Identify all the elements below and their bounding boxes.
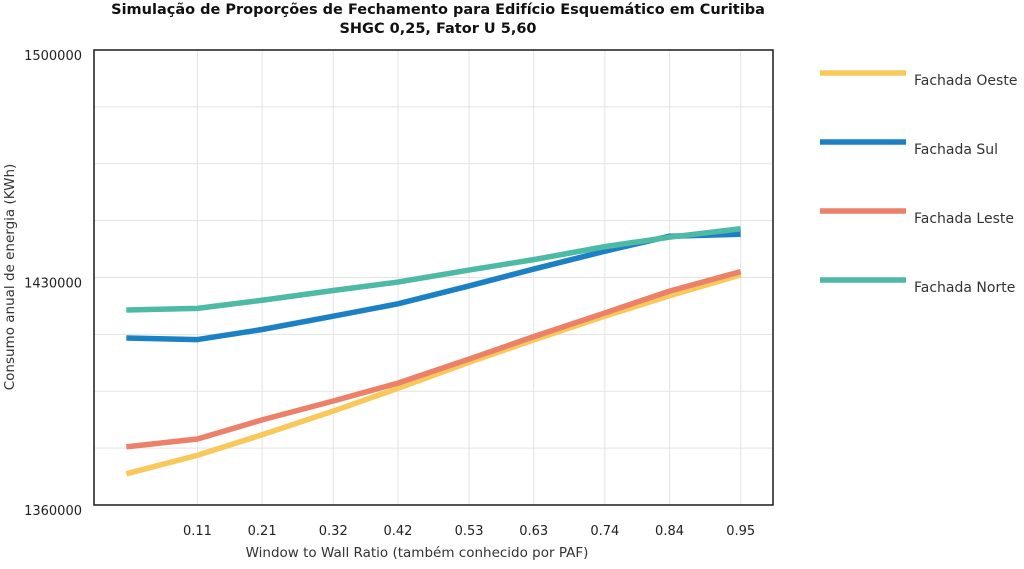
legend-label-3: Fachada Norte (914, 280, 1015, 296)
x-tick-label-6: 0.74 (590, 524, 619, 539)
legend-label-1: Fachada Sul (914, 142, 998, 158)
y-tick-label-0: 1500000 (24, 49, 82, 64)
x-tick-label-2: 0.32 (319, 524, 348, 539)
x-axis-label: Window to Wall Ratio (também conhecido p… (246, 545, 589, 561)
series-line-1 (126, 231, 741, 343)
legend-label-2: Fachada Leste (914, 211, 1014, 227)
y-tick-labels: 1500000 1430000 1360000 (24, 49, 82, 519)
y-tick-label-1: 1430000 (24, 277, 82, 292)
series-line-0 (125, 272, 742, 477)
x-tick-label-5: 0.63 (519, 524, 548, 539)
legend: Fachada Oeste Fachada Sul Fachada Leste Fac… (820, 70, 1017, 296)
x-tick-label-8: 0.95 (726, 524, 755, 539)
plot-frame (93, 49, 774, 506)
y-axis-label: Consumo anual de energia (KWh) (2, 164, 18, 391)
series-lines (125, 226, 742, 477)
y-tick-label-2: 1360000 (24, 504, 82, 519)
legend-label-0: Fachada Oeste (914, 73, 1017, 89)
chart-title: Simulação de Proporções de Fechamento pa… (111, 2, 765, 18)
x-tick-label-3: 0.42 (383, 524, 412, 539)
x-tick-labels: 0.11 0.21 0.32 0.42 0.53 0.63 0.74 0.84 0.95 (183, 524, 755, 539)
x-tick-label-0: 0.11 (183, 524, 212, 539)
series-line-3 (126, 226, 741, 313)
x-tick-label-1: 0.21 (248, 524, 277, 539)
x-tick-label-4: 0.53 (455, 524, 484, 539)
chart-subtitle: SHGC 0,25, Fator U 5,60 (339, 21, 536, 37)
x-tick-label-7: 0.84 (655, 524, 684, 539)
series-line-2 (126, 268, 742, 450)
